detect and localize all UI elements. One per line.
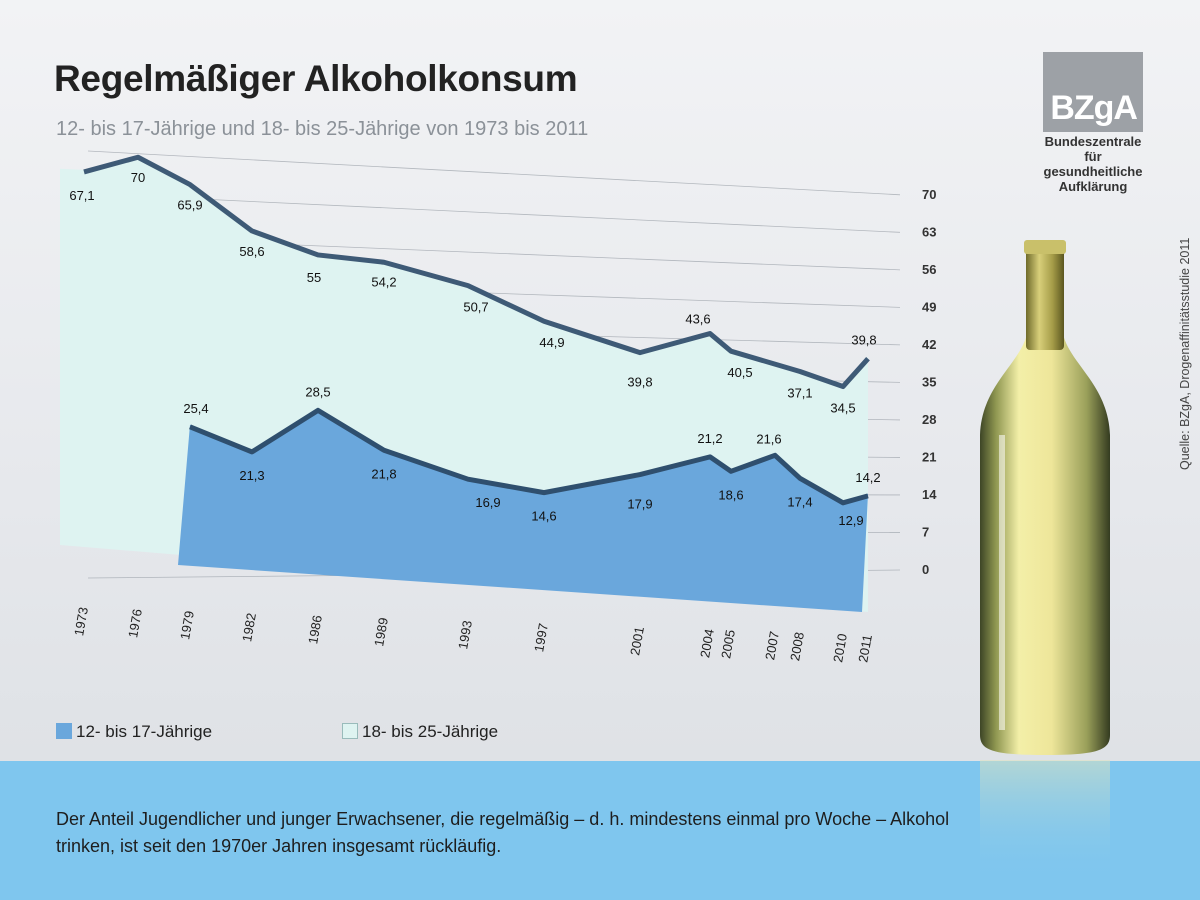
data-label-18-25: 39,8: [627, 375, 652, 390]
data-label-12-17: 21,6: [756, 431, 781, 446]
legend-item-adult: 18- bis 25-Jährige: [342, 722, 498, 742]
data-label-18-25: 43,6: [685, 312, 710, 327]
x-tick-label: 2004: [697, 628, 717, 659]
y-tick-label: 56: [922, 262, 936, 277]
data-label-18-25: 54,2: [371, 274, 396, 289]
data-label-12-17: 21,8: [371, 466, 396, 481]
logo-caption-line: für: [1084, 149, 1102, 164]
logo-caption-line: Aufklärung: [1058, 179, 1128, 194]
wine-bottle-image: [980, 240, 1110, 880]
data-label-12-17: 16,9: [475, 495, 500, 510]
x-tick-label: 1993: [455, 619, 475, 650]
series-line-12-17: [189, 407, 869, 506]
data-label-18-25: 34,5: [830, 401, 855, 416]
data-label-12-17: 25,4: [183, 401, 208, 416]
y-tick-label: 35: [922, 374, 936, 389]
y-tick-label: 0: [922, 562, 929, 577]
page-title: Regelmäßiger Alkoholkonsum: [54, 58, 578, 99]
x-tick-label: 1979: [177, 610, 197, 641]
y-tick-label: 21: [922, 449, 936, 464]
data-label-18-25: 67,1: [69, 188, 94, 203]
y-tick-label: 49: [922, 299, 936, 314]
data-label-12-17: 18,6: [718, 487, 743, 502]
legend-swatch-young: [56, 723, 72, 739]
x-tick-label: 2005: [718, 629, 738, 660]
logo-caption-line: Bundeszentrale: [1044, 134, 1142, 149]
logo-text: BZgA: [1050, 89, 1138, 127]
source-note: Quelle: BZgA, Drogenaffinitätsstudie 201…: [1178, 237, 1192, 470]
data-label-12-17: 28,5: [305, 384, 330, 399]
legend-swatch-adult: [342, 723, 358, 739]
data-label-18-25: 65,9: [177, 198, 202, 213]
legend-label-young: 12- bis 17-Jährige: [76, 722, 213, 741]
gridline: [87, 150, 901, 196]
y-tick-label: 28: [922, 412, 936, 427]
gridline: [87, 193, 901, 233]
data-label-12-17: 21,2: [697, 431, 722, 446]
logo-caption: Bundeszentrale für gesundheitliche Aufkl…: [1030, 134, 1156, 194]
bottle-cap: [1026, 240, 1064, 350]
data-label-18-25: 39,8: [851, 333, 876, 348]
y-tick-label: 63: [922, 224, 936, 239]
x-tick-label: 2001: [627, 625, 647, 656]
x-tick-label: 1989: [371, 616, 391, 647]
x-tick-label: 1997: [531, 622, 551, 653]
legend-label-adult: 18- bis 25-Jährige: [362, 722, 499, 741]
x-tick-label: 1973: [71, 606, 91, 637]
x-tick-label: 2007: [762, 630, 782, 661]
bzga-logo: BZgA: [1043, 52, 1143, 132]
data-label-12-17: 14,6: [531, 509, 556, 524]
data-label-18-25: 70: [131, 170, 145, 185]
series-line-18-25: [83, 154, 870, 390]
data-label-12-17: 17,9: [627, 497, 652, 512]
y-tick-label: 14: [922, 487, 937, 502]
footer-text: Der Anteil Jugendlicher und junger Erwac…: [56, 809, 950, 856]
bottle-reflection: [980, 760, 1110, 880]
y-tick-label: 70: [922, 187, 936, 202]
page-subtitle: 12- bis 17-Jährige und 18- bis 25-Jährig…: [56, 118, 589, 140]
x-tick-label: 1986: [305, 614, 325, 645]
data-label-18-25: 40,5: [727, 365, 752, 380]
legend-item-young: 12- bis 17-Jährige: [56, 722, 212, 742]
data-label-18-25: 37,1: [787, 386, 812, 401]
x-tick-label: 1982: [239, 612, 259, 643]
bottle-body: [980, 240, 1110, 755]
data-label-12-17: 12,9: [838, 513, 863, 528]
x-tick-label: 2011: [855, 633, 875, 663]
data-label-12-17: 21,3: [239, 468, 264, 483]
data-label-18-25: 50,7: [463, 300, 488, 315]
x-tick-label: 2010: [830, 632, 850, 663]
bottle-cap-top: [1024, 240, 1066, 254]
x-tick-label: 1976: [125, 608, 145, 639]
data-label-12-17: 14,2: [855, 470, 880, 485]
y-tick-label: 42: [922, 337, 936, 352]
data-label-18-25: 44,9: [539, 335, 564, 350]
x-tick-label: 2008: [787, 631, 807, 662]
y-tick-label: 7: [922, 524, 929, 539]
logo-caption-line: gesundheitliche: [1043, 164, 1143, 179]
data-label-18-25: 55: [307, 270, 321, 285]
data-label-12-17: 17,4: [787, 494, 812, 509]
data-label-18-25: 58,6: [239, 244, 264, 259]
